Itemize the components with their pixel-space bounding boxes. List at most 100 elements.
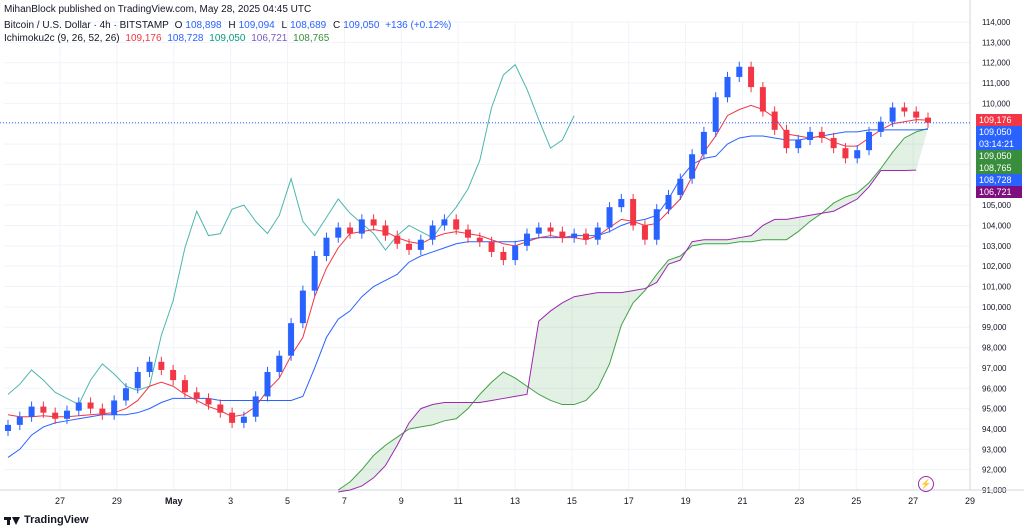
candle-body bbox=[783, 129, 790, 149]
y-tick-label: 103,000 bbox=[982, 242, 1011, 251]
candle-body bbox=[618, 199, 625, 208]
y-tick-label: 92,000 bbox=[982, 466, 1007, 475]
candle-body bbox=[748, 66, 755, 88]
x-tick-label: 29 bbox=[965, 496, 975, 506]
candle-body bbox=[854, 150, 861, 159]
candle-body bbox=[689, 154, 696, 179]
footer-brand: TradingView bbox=[24, 514, 89, 526]
candle-body bbox=[347, 227, 354, 234]
candle-body bbox=[630, 199, 637, 226]
candle-body bbox=[181, 380, 188, 393]
candle-body bbox=[830, 137, 837, 149]
candle-body bbox=[877, 121, 884, 132]
ind-spanb-value: 106,721 bbox=[251, 33, 288, 44]
candle-body bbox=[594, 227, 601, 240]
leading-span-a-line bbox=[337, 128, 929, 491]
candle-body bbox=[535, 227, 542, 234]
candle-body bbox=[724, 76, 731, 98]
candle-body bbox=[63, 410, 70, 419]
indicator-name[interactable]: Ichimoku2c (9, 26, 52, 26) bbox=[4, 33, 120, 44]
candle-body bbox=[217, 404, 224, 413]
candle-body bbox=[807, 131, 814, 141]
ind-conversion-value: 109,176 bbox=[125, 33, 162, 44]
candle-body bbox=[264, 371, 271, 397]
candle-body bbox=[240, 416, 247, 423]
price-axis-label: 108,728 bbox=[976, 174, 1022, 187]
candle-body bbox=[771, 111, 778, 130]
close-label: C bbox=[333, 20, 341, 31]
symbol-title[interactable]: Bitcoin / U.S. Dollar · 4h · BITSTAMP bbox=[4, 20, 169, 31]
low-label: L bbox=[281, 20, 288, 31]
candle-body bbox=[111, 400, 118, 415]
high-label: H bbox=[228, 20, 236, 31]
candle-body bbox=[229, 412, 236, 423]
candle-body bbox=[901, 107, 908, 112]
price-axis-label: 03:14:21 bbox=[976, 138, 1022, 151]
candle-body bbox=[417, 239, 424, 250]
candle-body bbox=[512, 245, 519, 261]
close-value: 109,050 bbox=[343, 20, 380, 31]
conversion-line bbox=[7, 104, 929, 418]
candle-body bbox=[465, 229, 471, 238]
candle-body bbox=[52, 412, 59, 419]
ind-base-value: 108,728 bbox=[167, 33, 204, 44]
candle-body bbox=[488, 241, 495, 252]
y-tick-label: 113,000 bbox=[982, 38, 1011, 47]
x-tick-label: 7 bbox=[342, 496, 347, 506]
tradingview-footer: TradingView bbox=[4, 514, 89, 526]
candle-body bbox=[476, 237, 483, 242]
x-tick-label: 11 bbox=[453, 496, 462, 506]
y-tick-label: 104,000 bbox=[982, 221, 1011, 230]
candle-body bbox=[606, 207, 613, 228]
publisher-line: MihanBlock published on TradingView.com,… bbox=[4, 4, 312, 15]
ind-spana-value: 108,765 bbox=[293, 33, 330, 44]
candle-body bbox=[582, 233, 589, 240]
candle-body bbox=[523, 233, 530, 246]
candle-body bbox=[759, 87, 766, 112]
candle-body bbox=[677, 178, 684, 195]
candle-body bbox=[134, 371, 141, 389]
price-axis-label: 106,721 bbox=[976, 186, 1022, 199]
x-tick-label: 29 bbox=[112, 496, 122, 506]
candle-body bbox=[170, 369, 177, 381]
candle-body bbox=[795, 140, 802, 149]
candle-body bbox=[299, 290, 306, 324]
ichimoku-cloud bbox=[338, 128, 928, 493]
candle-body bbox=[5, 424, 11, 431]
candle-body bbox=[866, 131, 873, 151]
price-axis-label: 109,176 bbox=[976, 114, 1022, 127]
candle-body bbox=[453, 219, 460, 230]
candle-body bbox=[818, 131, 825, 138]
candle-body bbox=[99, 408, 106, 415]
candle-body bbox=[665, 194, 672, 210]
x-tick-label: 5 bbox=[285, 496, 290, 506]
y-tick-label: 95,000 bbox=[982, 405, 1007, 414]
indicator-line: Ichimoku2c (9, 26, 52, 26) 109,176 108,7… bbox=[4, 33, 332, 44]
candle-body bbox=[889, 107, 896, 122]
y-tick-label: 100,000 bbox=[982, 303, 1011, 312]
x-tick-label: 13 bbox=[510, 496, 520, 506]
candle-body bbox=[358, 219, 365, 234]
candle-body bbox=[559, 231, 566, 238]
candle-body bbox=[700, 131, 707, 155]
candle-body bbox=[87, 402, 94, 409]
candle-body bbox=[394, 235, 401, 244]
candle-body bbox=[925, 117, 931, 123]
candle-body bbox=[547, 227, 554, 232]
candle-body bbox=[158, 361, 165, 370]
x-tick-label: 27 bbox=[55, 496, 65, 506]
lightning-icon[interactable]: ⚡ bbox=[918, 476, 934, 492]
price-axis-label: 108,765 bbox=[976, 162, 1022, 175]
lagging-span-line bbox=[7, 63, 575, 406]
candle-body bbox=[75, 402, 82, 411]
candle-body bbox=[252, 396, 259, 417]
open-value: 108,898 bbox=[185, 20, 222, 31]
candle-body bbox=[323, 237, 330, 256]
x-tick-label: 19 bbox=[681, 496, 691, 506]
candle-body bbox=[736, 66, 743, 77]
candle-body bbox=[382, 225, 389, 236]
x-tick-label: 15 bbox=[567, 496, 577, 506]
y-tick-label: 114,000 bbox=[982, 18, 1011, 27]
